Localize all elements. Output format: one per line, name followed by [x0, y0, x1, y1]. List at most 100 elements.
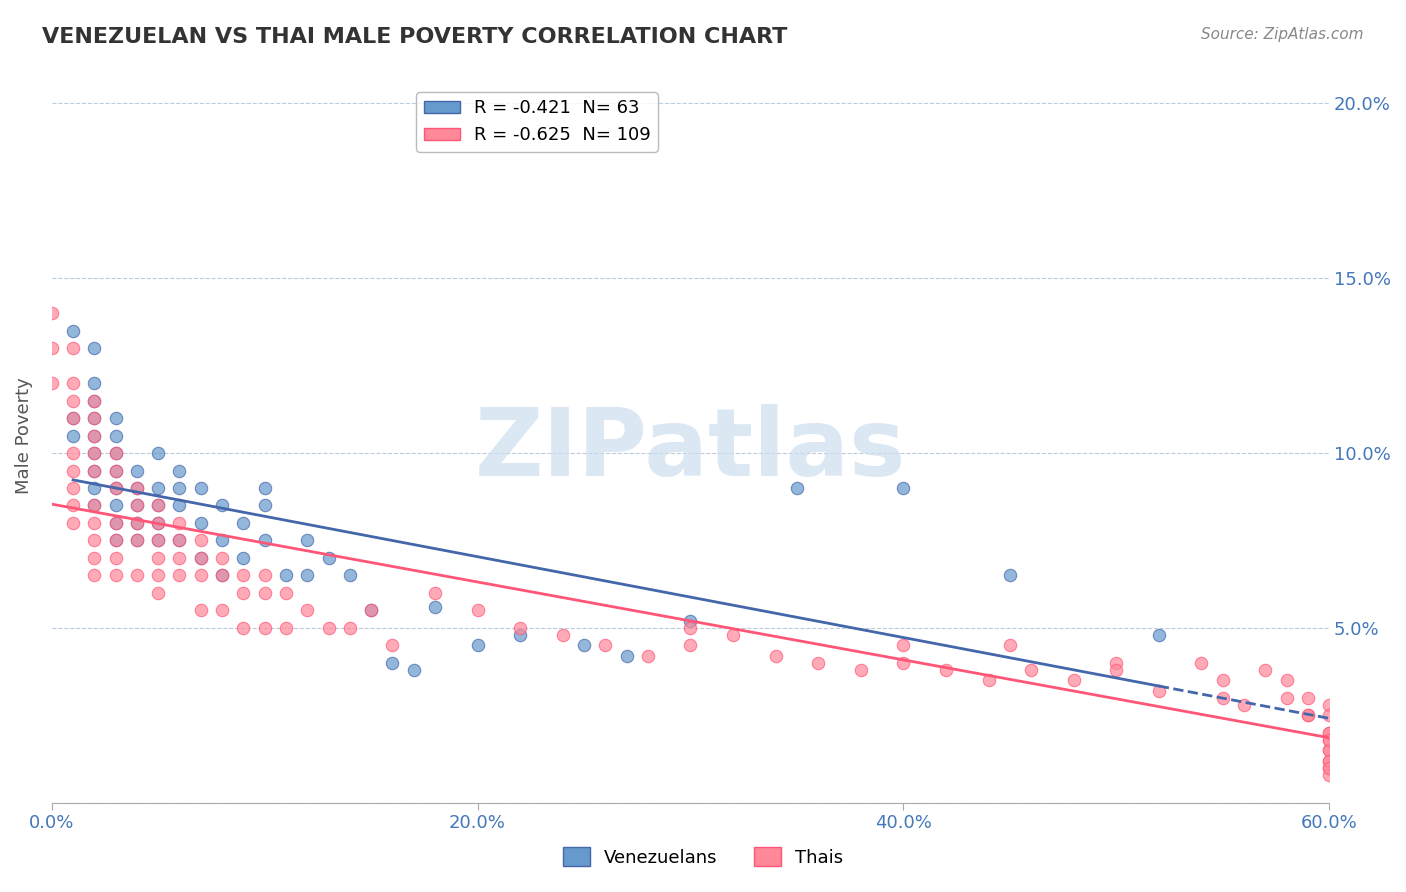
Point	[125, 481, 148, 495]
Point	[381, 638, 404, 652]
Point	[211, 499, 233, 513]
Point	[232, 621, 254, 635]
Point	[148, 568, 170, 582]
Point	[104, 550, 127, 565]
Point	[148, 481, 170, 495]
Point	[509, 621, 531, 635]
Point	[62, 324, 84, 338]
Point	[211, 568, 233, 582]
Point	[232, 568, 254, 582]
Point	[104, 533, 127, 548]
Point	[125, 568, 148, 582]
Point	[1019, 663, 1042, 677]
Point	[765, 648, 787, 663]
Legend: Venezuelans, Thais: Venezuelans, Thais	[555, 840, 851, 874]
Point	[1063, 673, 1085, 688]
Point	[1254, 663, 1277, 677]
Point	[891, 638, 914, 652]
Point	[849, 663, 872, 677]
Point	[83, 446, 105, 460]
Point	[62, 411, 84, 425]
Point	[679, 638, 702, 652]
Point	[977, 673, 1000, 688]
Point	[1317, 725, 1340, 739]
Point	[381, 656, 404, 670]
Point	[253, 481, 276, 495]
Point	[83, 463, 105, 477]
Point	[339, 621, 361, 635]
Point	[41, 376, 63, 391]
Point	[83, 411, 105, 425]
Point	[253, 621, 276, 635]
Point	[62, 341, 84, 355]
Point	[62, 428, 84, 442]
Point	[211, 568, 233, 582]
Point	[1317, 698, 1340, 712]
Point	[125, 463, 148, 477]
Point	[679, 614, 702, 628]
Text: Source: ZipAtlas.com: Source: ZipAtlas.com	[1201, 27, 1364, 42]
Point	[423, 586, 446, 600]
Point	[62, 463, 84, 477]
Point	[83, 393, 105, 408]
Point	[211, 603, 233, 617]
Point	[148, 516, 170, 530]
Point	[190, 550, 212, 565]
Point	[998, 568, 1021, 582]
Point	[148, 516, 170, 530]
Point	[318, 550, 340, 565]
Point	[1189, 656, 1212, 670]
Point	[62, 411, 84, 425]
Point	[83, 393, 105, 408]
Point	[125, 516, 148, 530]
Point	[148, 533, 170, 548]
Point	[148, 533, 170, 548]
Point	[125, 499, 148, 513]
Point	[83, 533, 105, 548]
Legend: R = -0.421  N= 63, R = -0.625  N= 109: R = -0.421 N= 63, R = -0.625 N= 109	[416, 92, 658, 152]
Point	[83, 499, 105, 513]
Point	[41, 306, 63, 320]
Point	[62, 393, 84, 408]
Point	[83, 341, 105, 355]
Text: ZIPatlas: ZIPatlas	[475, 404, 905, 496]
Point	[169, 481, 191, 495]
Point	[998, 638, 1021, 652]
Point	[253, 533, 276, 548]
Point	[232, 516, 254, 530]
Point	[62, 499, 84, 513]
Point	[467, 603, 489, 617]
Point	[83, 376, 105, 391]
Point	[1317, 767, 1340, 781]
Point	[1317, 708, 1340, 723]
Point	[1317, 725, 1340, 739]
Point	[190, 568, 212, 582]
Point	[1233, 698, 1256, 712]
Point	[274, 568, 297, 582]
Point	[104, 481, 127, 495]
Point	[83, 550, 105, 565]
Point	[253, 568, 276, 582]
Point	[125, 481, 148, 495]
Point	[616, 648, 638, 663]
Text: VENEZUELAN VS THAI MALE POVERTY CORRELATION CHART: VENEZUELAN VS THAI MALE POVERTY CORRELAT…	[42, 27, 787, 46]
Point	[83, 516, 105, 530]
Point	[402, 663, 425, 677]
Point	[190, 481, 212, 495]
Point	[637, 648, 659, 663]
Point	[62, 446, 84, 460]
Point	[190, 533, 212, 548]
Point	[1147, 628, 1170, 642]
Point	[1317, 754, 1340, 768]
Point	[1317, 761, 1340, 775]
Point	[935, 663, 957, 677]
Point	[83, 411, 105, 425]
Point	[297, 603, 319, 617]
Point	[104, 446, 127, 460]
Point	[339, 568, 361, 582]
Point	[679, 621, 702, 635]
Point	[1105, 663, 1128, 677]
Point	[1317, 761, 1340, 775]
Point	[83, 568, 105, 582]
Point	[807, 656, 830, 670]
